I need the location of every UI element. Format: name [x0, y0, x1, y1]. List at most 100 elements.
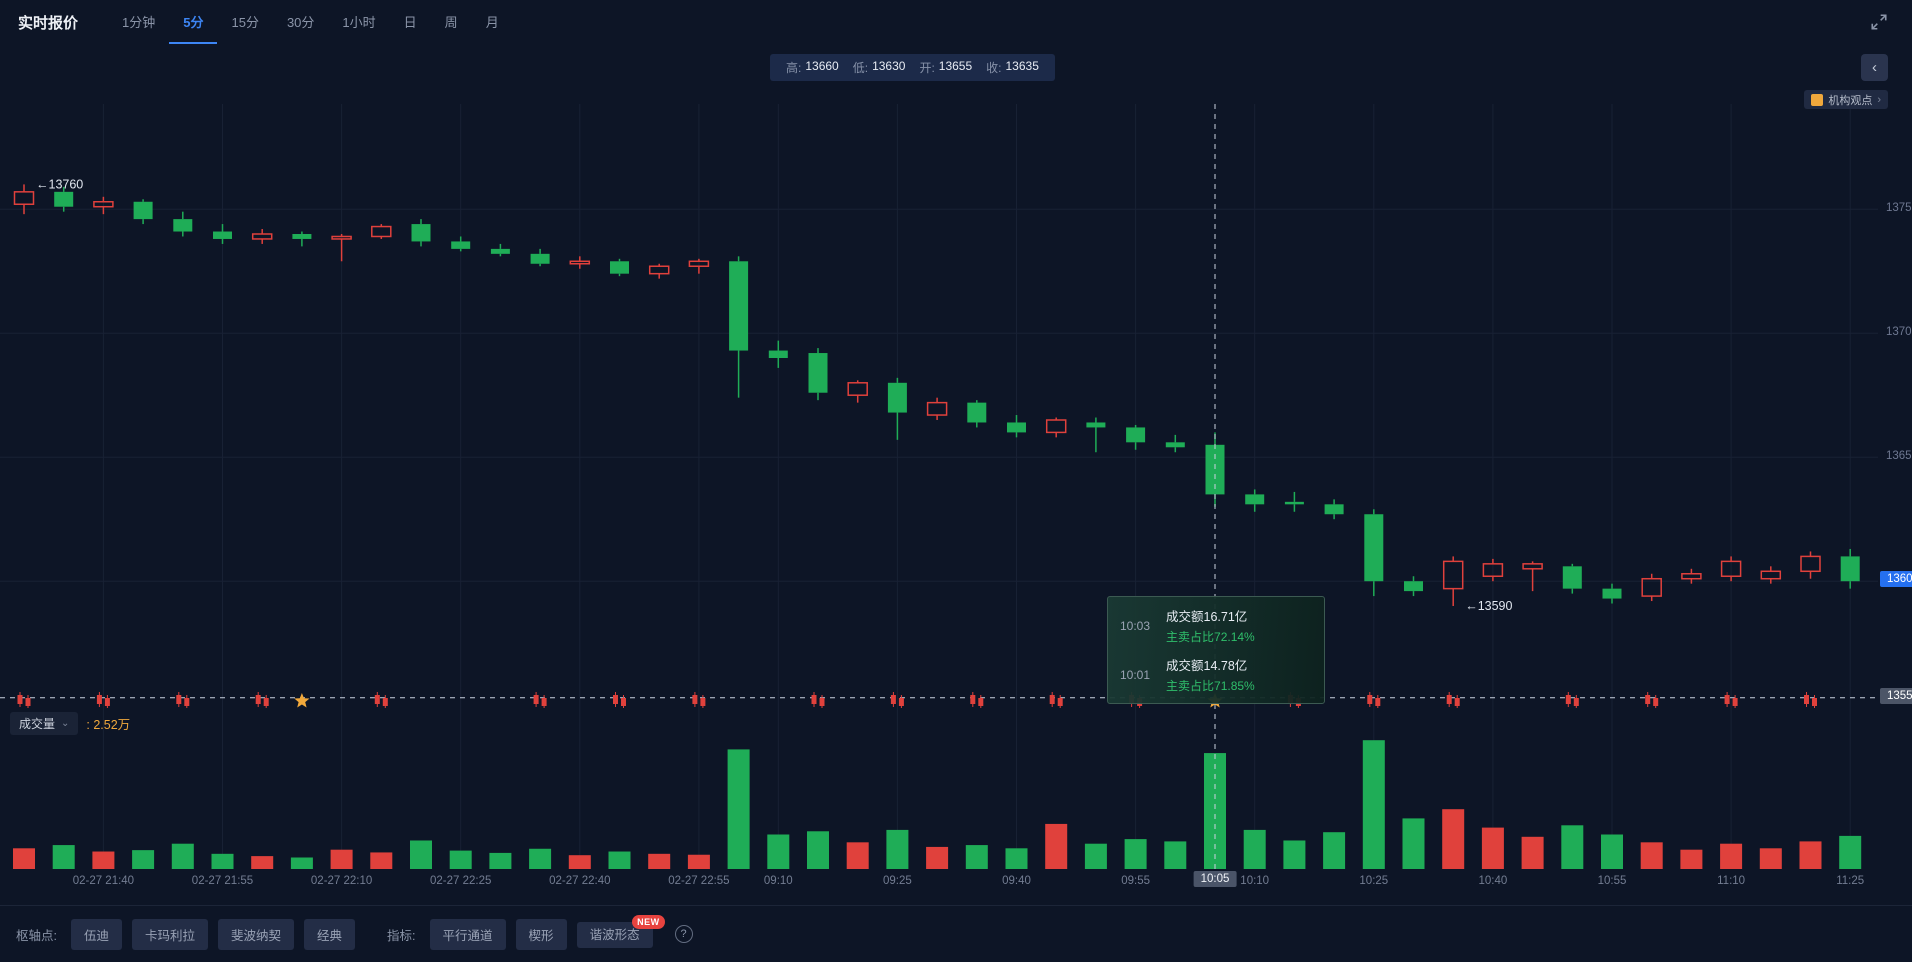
time-axis-label: 02-27 21:40 — [72, 875, 135, 887]
ohlc-low: 低: 13630 — [853, 59, 906, 76]
expand-icon[interactable] — [1870, 13, 1888, 31]
red-signal-icon — [1049, 695, 1055, 704]
candle-down — [729, 261, 749, 351]
red-signal-icon — [970, 695, 976, 704]
red-signal-icon — [613, 695, 618, 704]
volume-current-value: : 2.52万 — [86, 718, 131, 732]
time-axis-label: 11:25 — [1836, 875, 1865, 887]
header-bar: 实时报价 1分钟 5分 15分 30分 1小时 日 周 月 — [0, 0, 1912, 44]
candle-down — [768, 350, 788, 358]
candle-down — [490, 248, 510, 254]
candle-down — [1007, 422, 1026, 433]
tooltip-sell-ratio: 主卖占比71.85% — [1166, 679, 1255, 693]
pivot-woodie-button[interactable]: 伍迪 — [70, 918, 122, 950]
indicator-harmonic-wrap: 谐波形态 NEW — [576, 915, 665, 948]
candle-down — [133, 201, 153, 220]
candle-down — [610, 261, 629, 274]
candle-down — [1404, 581, 1423, 592]
tab-month[interactable]: 月 — [485, 14, 499, 30]
price-volume-chart[interactable]: ←13760 ←13590 — [0, 44, 1912, 889]
candle-down — [1840, 556, 1860, 582]
tab-5min[interactable]: 5分 — [169, 0, 218, 44]
volume-label: 成交量 — [19, 717, 56, 731]
red-signal-icon — [1804, 695, 1809, 704]
time-axis-label: 10:55 — [1597, 875, 1627, 887]
ohlc-low-label: 低: — [852, 61, 869, 75]
candle-up — [1522, 563, 1543, 570]
pivot-fibonacci-button[interactable]: 斐波纳契 — [218, 918, 295, 950]
time-axis-label: 11:10 — [1717, 875, 1746, 887]
candle-down — [213, 231, 232, 239]
indicator-label: 指标: — [387, 928, 416, 943]
pivot-camarilla-button[interactable]: 卡玛利拉 — [132, 918, 209, 950]
ohlc-open-label: 开: — [919, 61, 935, 75]
red-signal-icon — [96, 695, 102, 704]
tab-1hour[interactable]: 1小时 — [342, 14, 376, 30]
candle-up — [1482, 563, 1504, 577]
candle-up — [13, 191, 35, 205]
tab-week[interactable]: 周 — [444, 14, 458, 30]
candle-down — [173, 219, 193, 232]
candle-up — [251, 233, 273, 240]
red-signal-icon — [1446, 695, 1452, 704]
volume-indicator-dropdown[interactable]: 成交量 ⌄ — [10, 712, 79, 735]
time-axis-label: 10:10 — [1240, 875, 1270, 887]
candle-down — [530, 253, 550, 264]
indicator-harmonic-button[interactable]: 谐波形态 — [576, 922, 653, 948]
candle-up — [1045, 419, 1067, 434]
institution-label: 机构观点 — [1828, 94, 1873, 107]
indicator-parallel-channel-button[interactable]: 平行通道 — [429, 918, 506, 950]
crosshair-time-tag: 10:05 — [1193, 871, 1237, 887]
pivot-classic-button[interactable]: 经典 — [304, 918, 356, 950]
candlestick-series[interactable] — [13, 184, 1860, 606]
tooltip-time: 10:01 — [1120, 667, 1151, 682]
candle-down — [967, 402, 987, 423]
red-signal-icon — [533, 695, 539, 704]
red-signal-icon — [374, 695, 380, 704]
ohlc-open: 开: 13655 — [919, 59, 972, 76]
ohlc-info-bar: 高: 13660 低: 13630 开: 13655 收: 13635 — [770, 54, 1055, 81]
candle-down — [1126, 427, 1146, 443]
institution-view-button[interactable]: 机构观点 › — [1804, 90, 1888, 109]
time-axis-label: 09:40 — [1002, 875, 1031, 887]
time-axis-label: 09:25 — [883, 875, 912, 887]
page-title: 实时报价 — [18, 14, 79, 32]
tooltip-row: 10:01 成交额14.78亿 主卖占比71.85% — [1120, 655, 1312, 694]
candle-up — [688, 260, 710, 267]
tooltip-sell-ratio: 主卖占比72.14% — [1166, 630, 1255, 644]
red-signal-icon — [255, 695, 261, 704]
candle-down — [1324, 504, 1344, 515]
bottom-toolbar: 枢轴点: 伍迪 卡玛利拉 斐波纳契 经典 指标: 平行通道 楔形 谐波形态 NE… — [0, 905, 1912, 962]
candle-up — [648, 265, 670, 275]
red-signal-icon — [1565, 695, 1571, 704]
volume-series — [13, 740, 1862, 869]
candle-up — [1442, 560, 1464, 590]
signal-markers[interactable] — [17, 692, 1818, 708]
ohlc-low-value: 13630 — [872, 59, 906, 73]
candle-down — [1364, 514, 1384, 582]
time-axis-label: 02-27 22:55 — [668, 875, 730, 887]
volume-header: 成交量 ⌄ : 2.52万 — [10, 712, 130, 735]
gold-star-icon — [294, 693, 310, 708]
candle-down — [1205, 444, 1225, 495]
indicator-wedge-button[interactable]: 楔形 — [515, 918, 567, 950]
candle-up — [331, 235, 352, 240]
red-signal-icon — [1367, 695, 1373, 704]
red-signal-icon — [692, 695, 698, 704]
panel-collapse-button[interactable]: ‹ — [1861, 54, 1888, 81]
tab-day[interactable]: 日 — [403, 14, 417, 30]
candle-up — [93, 201, 114, 208]
chevron-down-icon: ⌄ — [61, 718, 70, 729]
crosshair — [0, 104, 1878, 869]
time-axis-label: 02-27 21:55 — [191, 875, 254, 887]
red-signal-icon — [1724, 695, 1730, 704]
tab-1min[interactable]: 1分钟 — [122, 14, 156, 30]
candle-up — [1720, 560, 1742, 577]
tooltip-time: 10:03 — [1120, 618, 1151, 633]
chevron-right-icon: › — [1877, 93, 1881, 106]
tab-30min[interactable]: 30分 — [286, 14, 315, 30]
help-icon[interactable]: ? — [674, 925, 693, 943]
ohlc-close-value: 13635 — [1005, 59, 1039, 73]
svg-text:←13760: ←13760 — [36, 177, 83, 191]
tab-15min[interactable]: 15分 — [231, 14, 259, 30]
